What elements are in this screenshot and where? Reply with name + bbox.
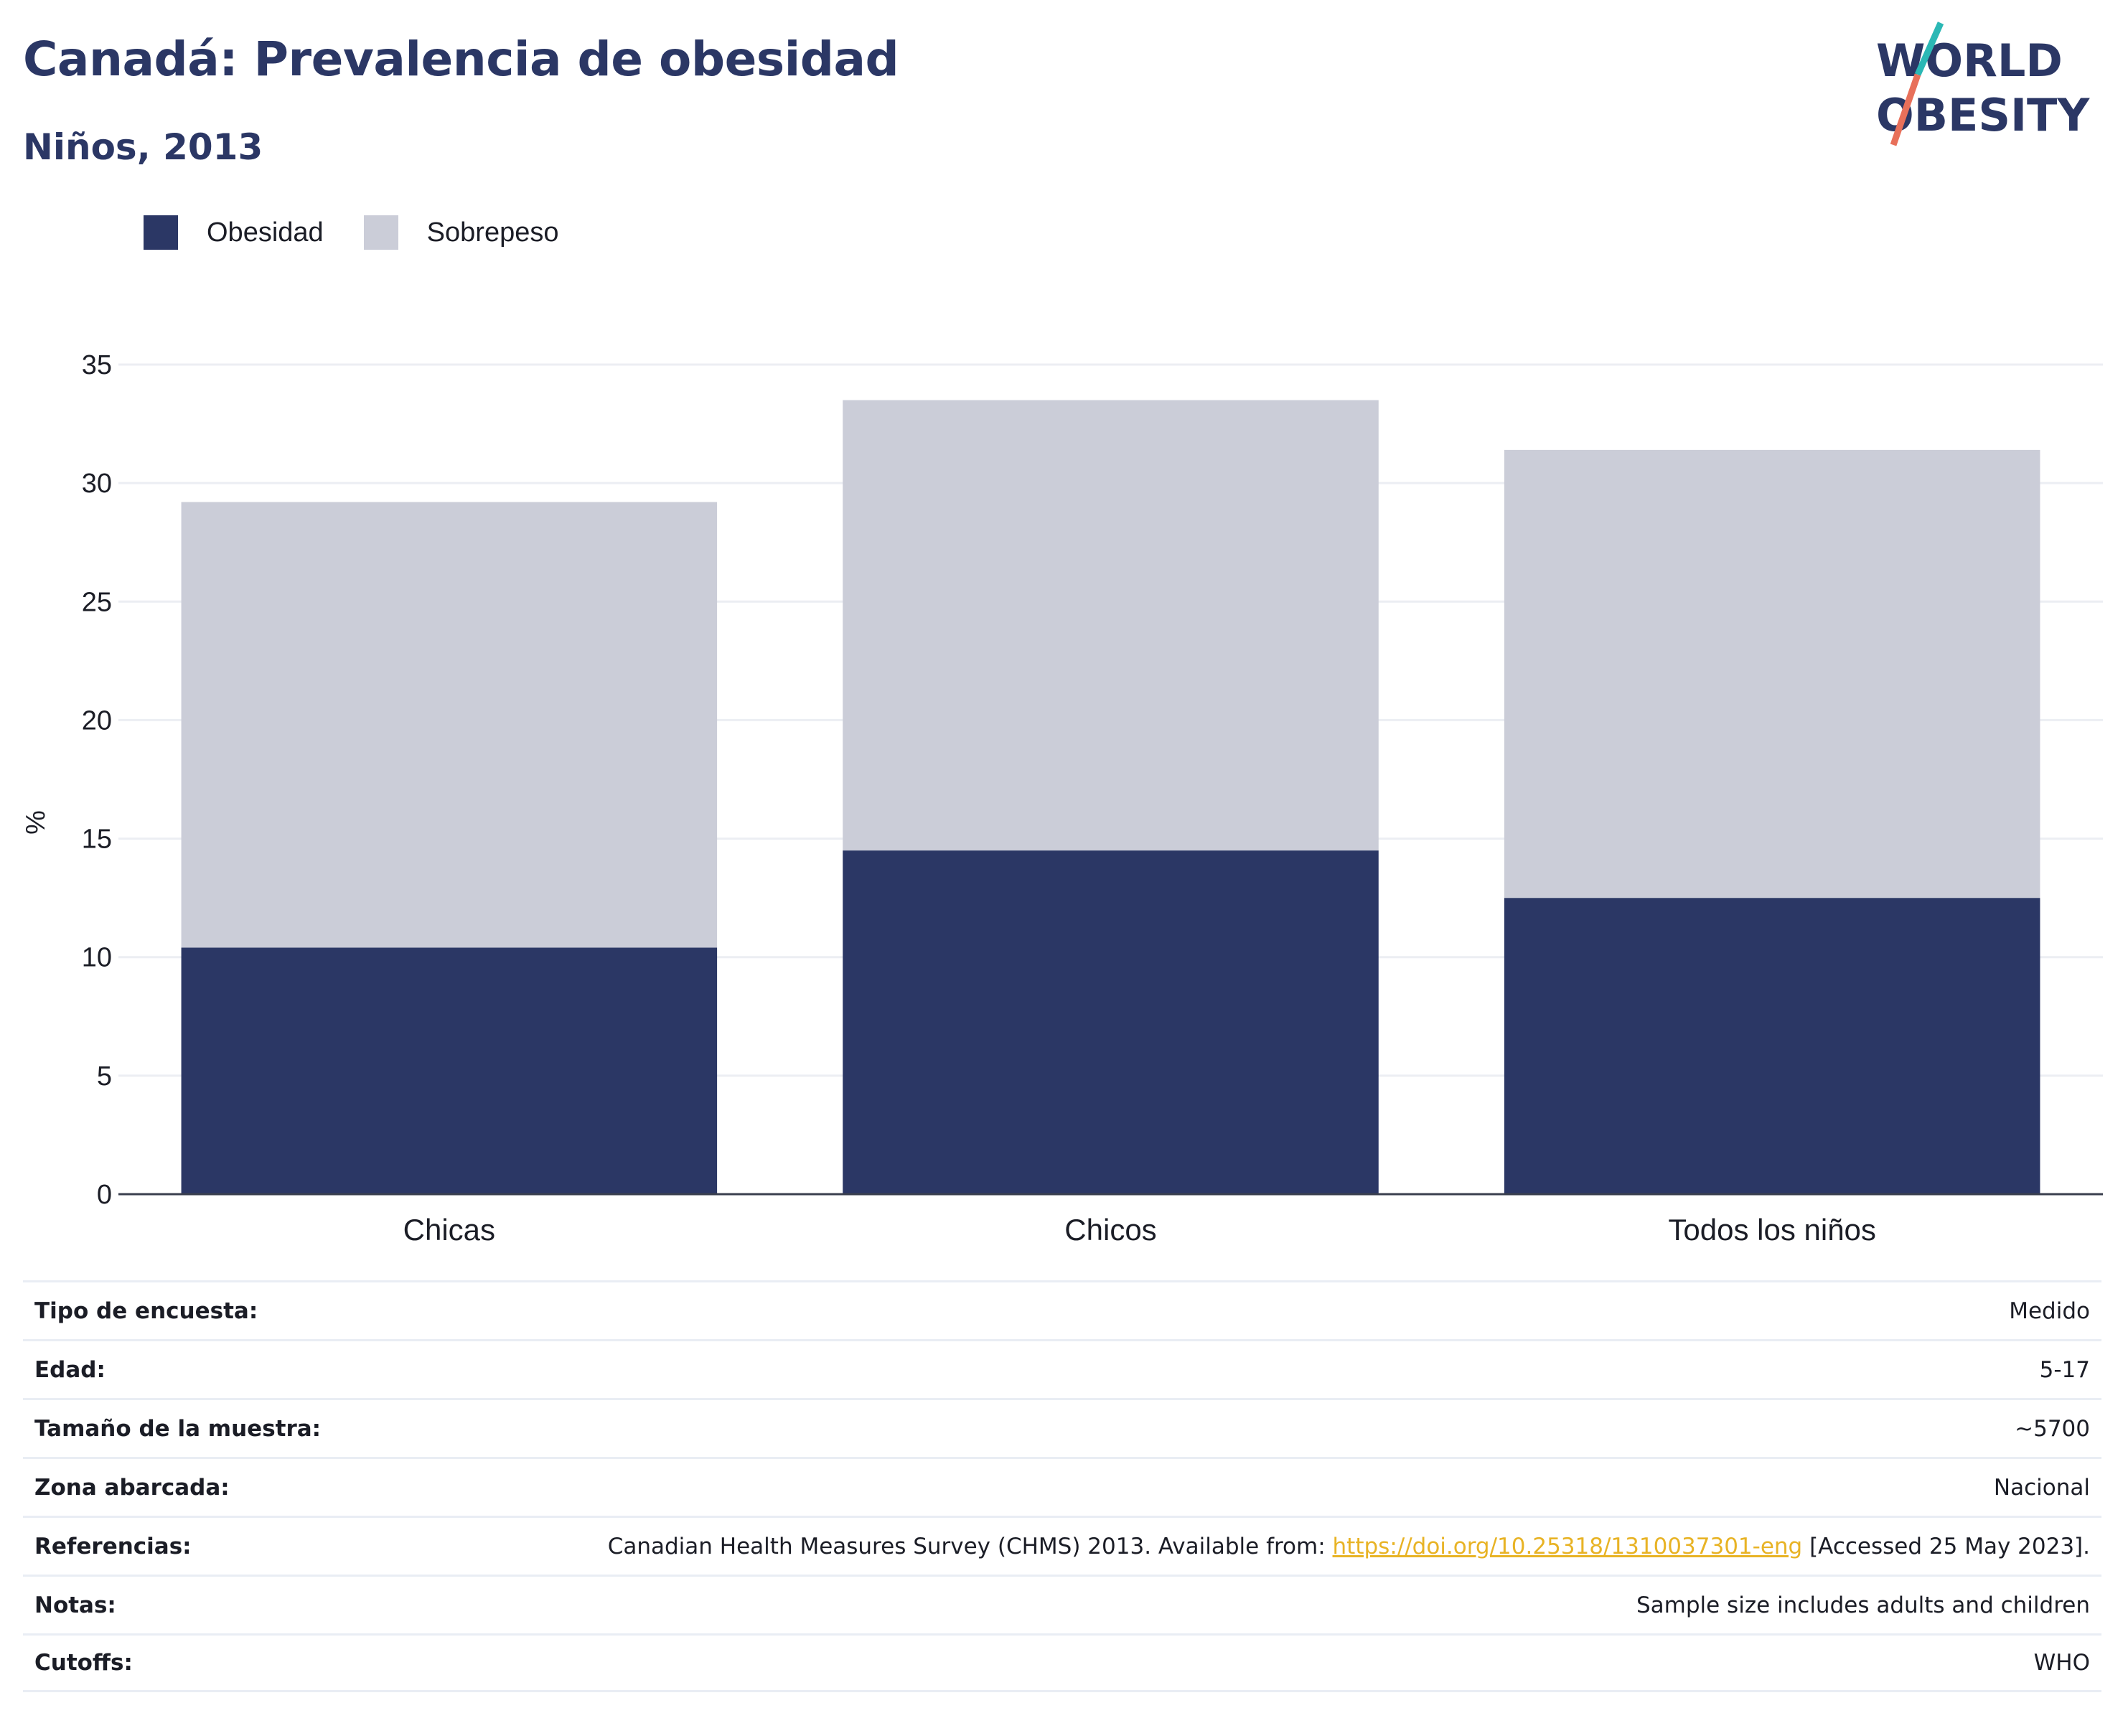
y-tick-label: 30 [82, 469, 112, 499]
metadata-value: Canadian Health Measures Survey (CHMS) 2… [607, 1533, 2090, 1559]
metadata-table: Tipo de encuesta: Medido Edad: 5-17 Tamaño d… [23, 1280, 2101, 1692]
world-obesity-logo: WORLD OBESITY [1876, 22, 2090, 146]
y-tick-label: 10 [82, 943, 112, 973]
y-tick-label: 35 [82, 350, 112, 380]
x-category-label: Chicos [1064, 1213, 1156, 1247]
y-tick-labels: 0 5 10 15 20 25 30 35 [82, 350, 112, 1210]
metadata-label: Edad: [34, 1356, 106, 1383]
metadata-label: Cutoffs: [34, 1650, 133, 1676]
metadata-row: Zona abarcada: Nacional [23, 1457, 2101, 1516]
metadata-row: Tamaño de la muestra: ~5700 [23, 1398, 2101, 1457]
stacked-bar-chart: 0 5 10 15 20 25 30 35 Chicas Chicos Todos los niñ… [21, 350, 2103, 1247]
bars [181, 400, 2040, 1194]
metadata-value: ~5700 [2015, 1415, 2090, 1442]
metadata-value: Nacional [1993, 1474, 2090, 1501]
metadata-label: Zona abarcada: [34, 1474, 230, 1501]
metadata-row: Cutoffs: WHO [23, 1633, 2101, 1692]
y-axis-label: % [21, 810, 51, 835]
legend-swatch-overweight [363, 215, 398, 250]
y-tick-label: 0 [97, 1180, 112, 1210]
bar-obesity-2[interactable] [1504, 898, 2040, 1194]
metadata-label: Referencias: [34, 1533, 192, 1559]
bar-overweight-1[interactable] [843, 400, 1379, 851]
y-tick-label: 20 [82, 705, 112, 736]
legend-swatch-obesity [144, 215, 178, 250]
logo-slash-teal [1914, 22, 1944, 76]
metadata-value: 5-17 [2039, 1356, 2090, 1383]
y-tick-label: 25 [82, 587, 112, 617]
bar-overweight-2[interactable] [1504, 449, 2040, 899]
bar-obesity-1[interactable] [843, 850, 1379, 1194]
legend-label-obesity: Obesidad [207, 217, 324, 248]
chart-legend: Obesidad Sobrepeso [144, 214, 599, 251]
y-tick-label: 15 [82, 825, 112, 855]
bar-overweight-0[interactable] [181, 502, 718, 948]
metadata-value: Sample size includes adults and children [1636, 1592, 2090, 1618]
metadata-label: Tipo de encuesta: [34, 1298, 258, 1324]
y-tick-label: 5 [97, 1061, 112, 1092]
chart-subtitle: Niños, 2013 [23, 126, 263, 168]
metadata-value: Medido [2009, 1298, 2090, 1324]
metadata-row: Notas: Sample size includes adults and ch… [23, 1575, 2101, 1633]
metadata-row: Edad: 5-17 [23, 1339, 2101, 1398]
legend-label-overweight: Sobrepeso [426, 217, 559, 248]
metadata-label: Tamaño de la muestra: [34, 1415, 322, 1442]
x-category-labels: Chicas Chicos Todos los niños [403, 1213, 1876, 1247]
metadata-value: WHO [2033, 1650, 2090, 1676]
x-category-label: Todos los niños [1668, 1213, 1876, 1247]
logo-slash-coral [1890, 73, 1921, 146]
reference-link[interactable]: https://doi.org/10.25318/1310037301-eng [1332, 1533, 1803, 1559]
chart-title: Canadá: Prevalencia de obesidad [23, 32, 899, 87]
x-category-label: Chicas [403, 1213, 495, 1247]
logo-line1: WORLD [1876, 34, 2063, 87]
metadata-row: Tipo de encuesta: Medido [23, 1280, 2101, 1339]
bar-obesity-0[interactable] [181, 947, 718, 1194]
legend-item-overweight[interactable]: Sobrepeso [363, 215, 559, 250]
metadata-label: Notas: [34, 1592, 116, 1618]
metadata-row: Referencias: Canadian Health Measures Sur… [23, 1516, 2101, 1575]
legend-item-obesity[interactable]: Obesidad [144, 215, 324, 250]
